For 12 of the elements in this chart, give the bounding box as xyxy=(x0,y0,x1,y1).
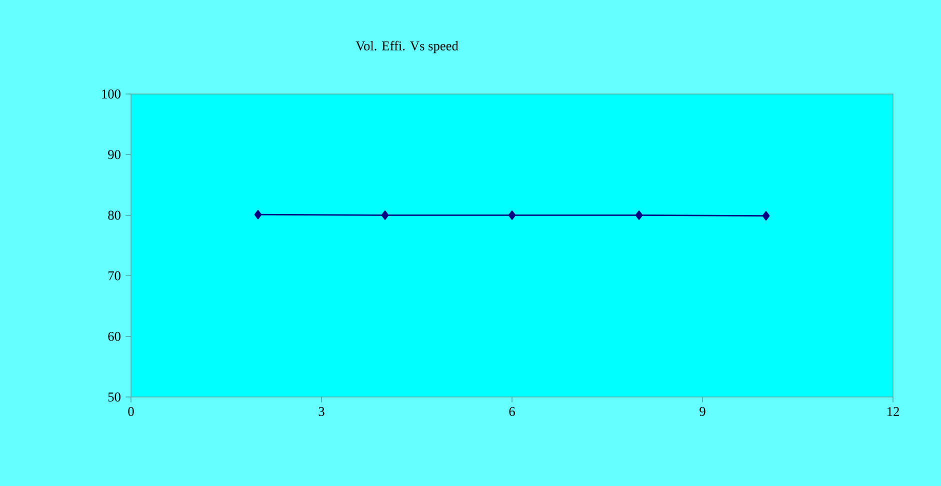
x-tick-label: 6 xyxy=(509,407,515,416)
x-tick-label: 0 xyxy=(128,407,134,416)
chart-title: Vol. Effi. Vs speed xyxy=(356,40,458,54)
y-tick-label: 100 xyxy=(102,90,120,98)
x-tick-label: 3 xyxy=(318,407,324,416)
y-tick-label: 60 xyxy=(108,332,120,341)
y-tick-label: 80 xyxy=(108,210,120,220)
x-tick-label: 9 xyxy=(700,407,706,416)
y-tick-label: 70 xyxy=(108,271,120,280)
y-tick-label: 50 xyxy=(108,392,120,402)
y-tick-label: 90 xyxy=(108,150,120,160)
x-tick-label: 12 xyxy=(888,407,899,416)
